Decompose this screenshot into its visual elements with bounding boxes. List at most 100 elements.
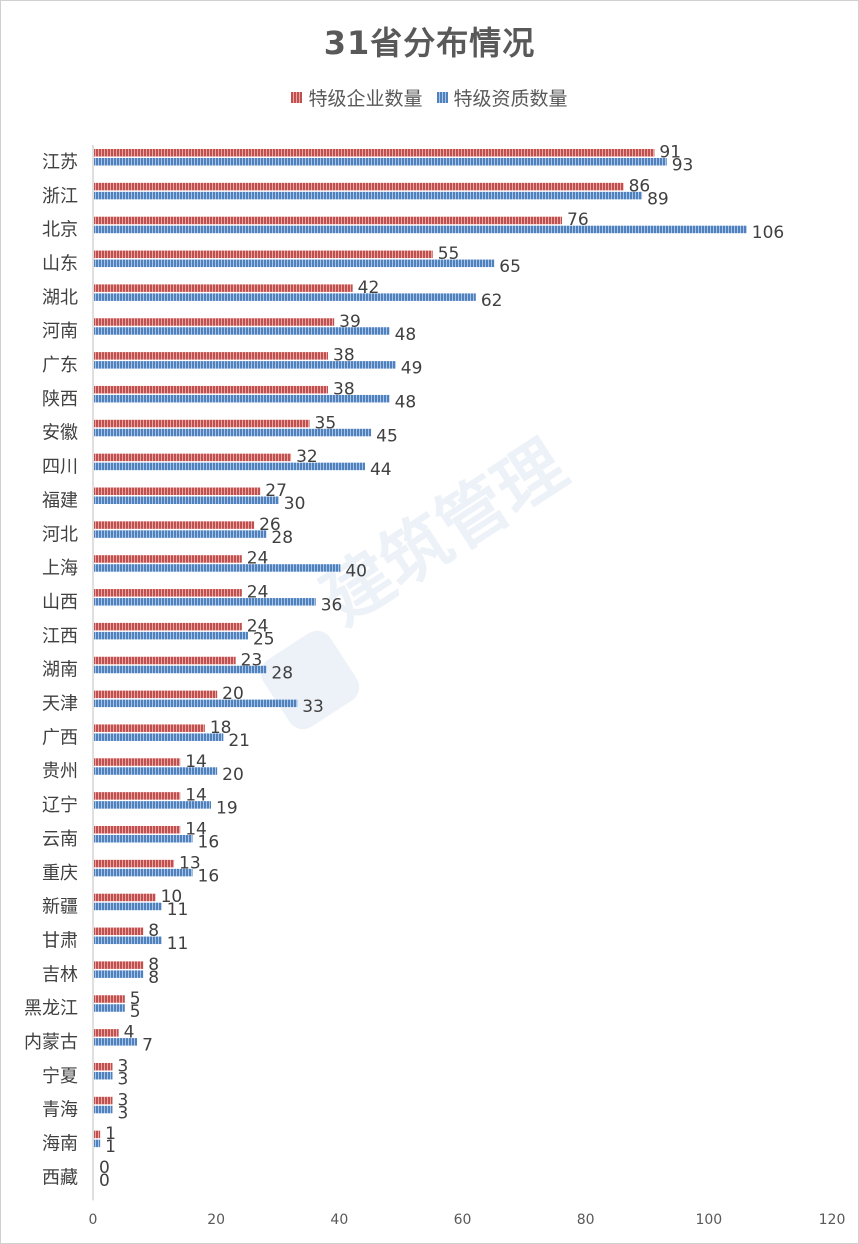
bar-enterprise [94, 149, 654, 157]
bar-enterprise [94, 995, 125, 1003]
bar-enterprise [94, 623, 242, 631]
category-label: 广西 [42, 727, 78, 748]
data-label-qualification: 65 [499, 257, 521, 277]
category-label: 上海 [42, 558, 78, 579]
data-label-qualification: 30 [284, 494, 306, 514]
bar-enterprise [94, 1029, 119, 1037]
bar-qualification [94, 158, 667, 166]
data-label-qualification: 16 [198, 866, 220, 886]
category-label: 浙江 [42, 186, 78, 207]
x-tick-label: 0 [89, 1212, 98, 1228]
bar-qualification [94, 1072, 112, 1080]
bar-qualification [94, 767, 217, 775]
bar-enterprise [94, 488, 260, 496]
bar-enterprise [94, 860, 174, 868]
bar-enterprise [94, 420, 310, 428]
bar-enterprise [94, 589, 242, 597]
data-label-qualification: 20 [222, 765, 244, 785]
category-label: 云南 [42, 829, 78, 850]
data-label-qualification: 106 [752, 223, 784, 243]
x-tick-label: 40 [330, 1212, 348, 1228]
bar-qualification [94, 497, 279, 505]
bar-qualification [94, 361, 396, 369]
data-label-qualification: 93 [672, 156, 694, 176]
bar-enterprise [94, 555, 242, 563]
category-label: 陕西 [42, 389, 78, 410]
bar-enterprise [94, 386, 328, 394]
data-label-qualification: 1 [105, 1137, 116, 1157]
data-label-qualification: 48 [395, 392, 417, 412]
category-label: 海南 [42, 1134, 78, 1155]
bar-qualification [94, 429, 371, 437]
data-label-qualification: 49 [401, 359, 423, 379]
category-label: 西藏 [42, 1167, 78, 1188]
bar-enterprise [94, 657, 236, 665]
data-label-qualification: 3 [117, 1069, 128, 1089]
data-label-qualification: 5 [130, 1002, 141, 1022]
data-label-qualification: 11 [167, 900, 189, 920]
bar-qualification [94, 1106, 112, 1114]
bar-enterprise [94, 894, 156, 902]
bar-qualification [94, 700, 297, 708]
category-label: 河北 [42, 524, 78, 545]
bar-enterprise [94, 724, 205, 732]
bar-enterprise [94, 352, 328, 360]
category-label: 内蒙古 [24, 1032, 78, 1053]
bar-qualification [94, 530, 266, 538]
data-label-qualification: 8 [148, 968, 159, 988]
data-label-qualification: 21 [228, 731, 250, 751]
bar-enterprise [94, 928, 143, 936]
bar-enterprise [94, 961, 143, 969]
category-label: 吉林 [42, 964, 78, 985]
bar-enterprise [94, 1097, 112, 1105]
data-label-qualification: 28 [271, 528, 293, 548]
bar-enterprise [94, 1063, 112, 1071]
bar-enterprise [94, 826, 180, 834]
data-label-qualification: 3 [117, 1103, 128, 1123]
bar-qualification [94, 260, 494, 268]
bar-qualification [94, 903, 162, 911]
category-label: 贵州 [42, 761, 78, 782]
bar-qualification [94, 869, 193, 877]
bar-qualification [94, 463, 365, 471]
category-label: 江西 [42, 626, 78, 647]
data-label-qualification: 44 [370, 460, 392, 480]
category-label: 青海 [42, 1100, 78, 1121]
category-label: 山东 [42, 253, 78, 274]
category-label: 湖南 [42, 660, 78, 681]
x-tick-label: 20 [207, 1212, 225, 1228]
category-label: 新疆 [42, 897, 78, 918]
bar-qualification [94, 598, 316, 606]
bar-enterprise [94, 217, 562, 225]
bar-qualification [94, 733, 223, 741]
data-label-qualification: 25 [253, 629, 275, 649]
category-label: 河南 [42, 321, 78, 342]
bar-enterprise [94, 183, 624, 191]
bar-qualification [94, 192, 642, 200]
bar-qualification [94, 666, 266, 674]
category-label: 北京 [42, 220, 78, 241]
bar-qualification [94, 1004, 125, 1012]
bar-qualification [94, 1140, 100, 1148]
category-label: 天津 [42, 694, 78, 715]
x-tick-label: 100 [695, 1212, 722, 1228]
bar-enterprise [94, 758, 180, 766]
bar-enterprise [94, 792, 180, 800]
bar-qualification [94, 1038, 137, 1046]
category-label: 福建 [42, 490, 78, 511]
category-label: 湖北 [42, 287, 78, 308]
bar-qualification [94, 835, 193, 843]
data-label-qualification: 28 [271, 663, 293, 683]
data-label-qualification: 33 [302, 697, 324, 717]
bar-qualification [94, 801, 211, 809]
category-label: 安徽 [42, 423, 78, 444]
bar-enterprise [94, 691, 217, 699]
data-label-qualification: 11 [167, 934, 189, 954]
bar-qualification [94, 395, 390, 403]
category-label: 黑龙江 [24, 998, 78, 1019]
x-tick-label: 60 [454, 1212, 472, 1228]
bar-enterprise [94, 454, 291, 462]
data-label-qualification: 7 [142, 1036, 153, 1056]
data-label-qualification: 48 [395, 325, 417, 345]
category-label: 江苏 [42, 152, 78, 173]
